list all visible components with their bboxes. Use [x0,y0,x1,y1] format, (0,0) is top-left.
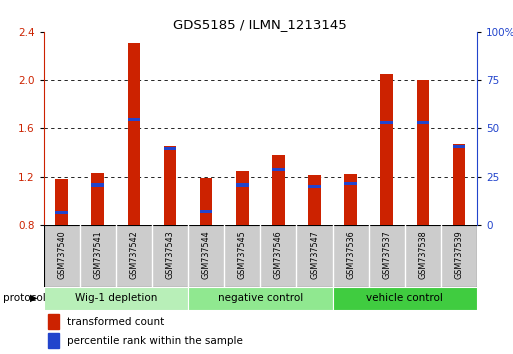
Text: vehicle control: vehicle control [366,293,443,303]
Text: GSM737539: GSM737539 [455,230,464,279]
Bar [55,211,68,214]
Text: Wig-1 depletion: Wig-1 depletion [75,293,157,303]
Bar [381,121,393,124]
Text: GSM737544: GSM737544 [202,230,211,279]
Text: transformed count: transformed count [67,316,165,327]
Bar [91,183,104,187]
Bar [188,287,332,310]
Bar [236,171,249,225]
Text: GSM737545: GSM737545 [238,230,247,279]
Bar [48,333,59,348]
Bar [128,118,140,121]
Text: GSM737546: GSM737546 [274,230,283,279]
Bar [55,179,68,225]
Bar [452,145,465,148]
Text: protocol: protocol [3,293,45,303]
Bar [344,182,357,185]
Title: GDS5185 / ILMN_1213145: GDS5185 / ILMN_1213145 [173,18,347,31]
Bar [308,185,321,188]
Text: GSM737540: GSM737540 [57,230,66,279]
Text: GSM737547: GSM737547 [310,230,319,279]
Text: GSM737541: GSM737541 [93,230,102,279]
Bar [200,178,212,225]
Bar [48,314,59,329]
Text: percentile rank within the sample: percentile rank within the sample [67,336,243,346]
Bar [164,147,176,225]
Bar [128,43,140,225]
Bar [164,147,176,150]
Bar [91,173,104,225]
Text: GSM737543: GSM737543 [166,230,174,279]
Bar [417,80,429,225]
Bar [332,287,477,310]
Text: GSM737542: GSM737542 [129,230,139,279]
Bar [44,287,188,310]
Text: GSM737538: GSM737538 [419,230,427,279]
Bar [236,183,249,187]
Text: ▶: ▶ [30,293,38,303]
Text: negative control: negative control [218,293,303,303]
Bar [381,74,393,225]
Bar [200,210,212,213]
Text: GSM737537: GSM737537 [382,230,391,279]
Bar [308,175,321,225]
Text: GSM737536: GSM737536 [346,230,355,279]
Bar [452,144,465,225]
Bar [272,168,285,171]
Bar [272,155,285,225]
Bar [417,121,429,124]
Bar [344,174,357,225]
